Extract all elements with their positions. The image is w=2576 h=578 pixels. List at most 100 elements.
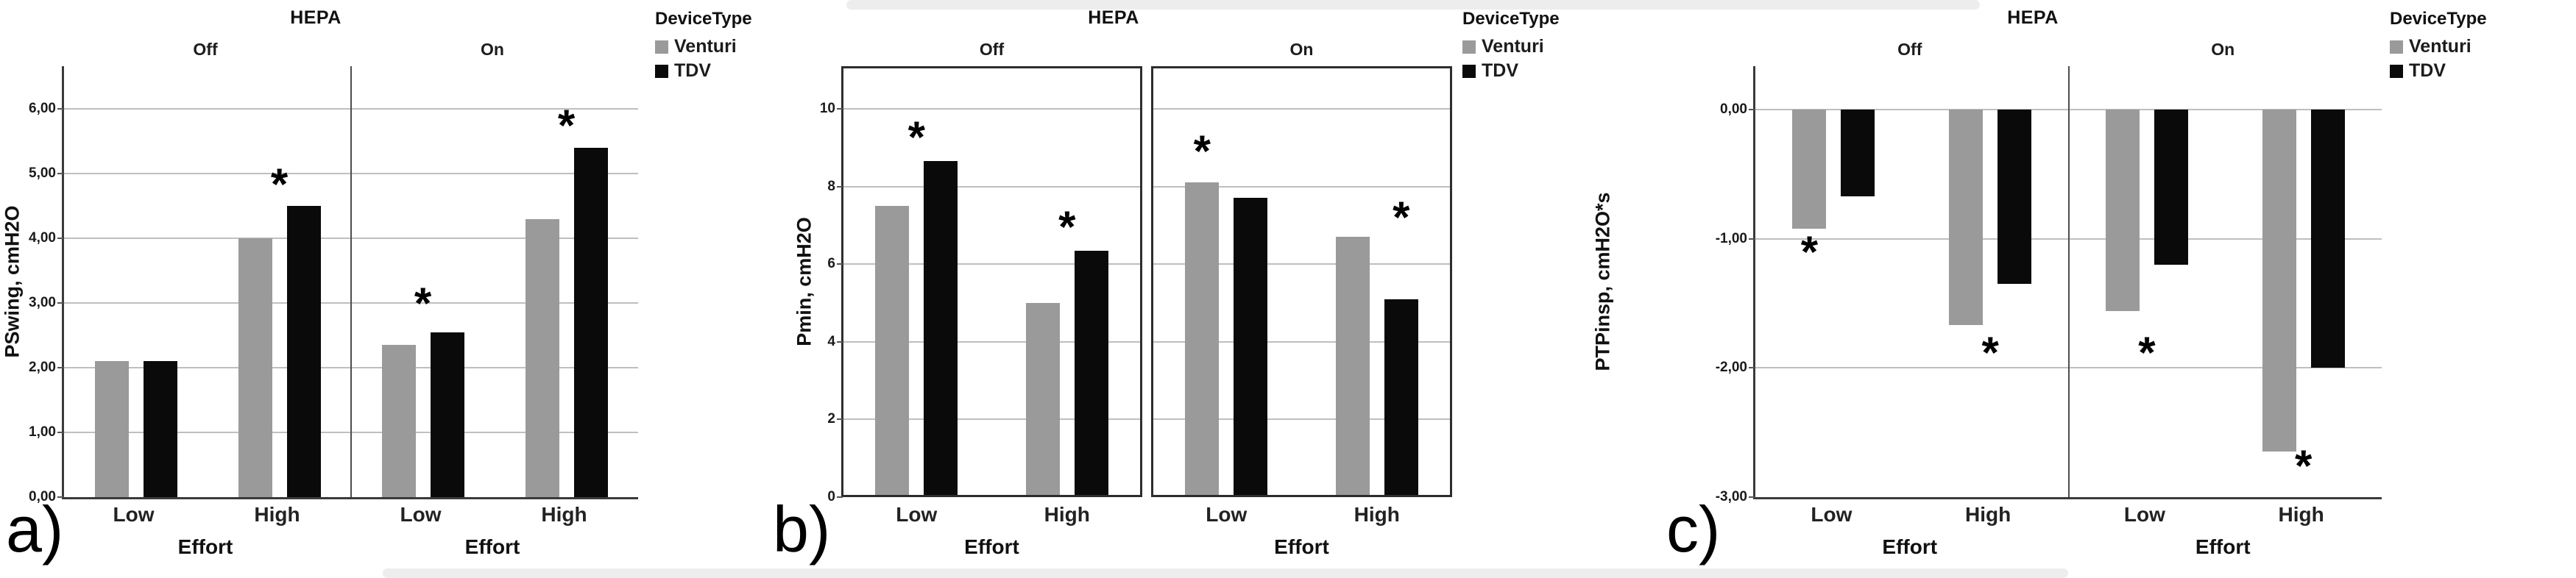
gridline xyxy=(64,238,351,240)
panel-header-on: On xyxy=(2211,40,2235,59)
x-tick-low: Low xyxy=(400,503,442,526)
legend: DeviceType Venturi TDV xyxy=(655,9,752,85)
panel-letter-a: a) xyxy=(6,493,64,565)
y-tick-label: 1,00 xyxy=(29,424,56,440)
legend-item-tdv: TDV xyxy=(655,60,752,82)
y-tick-mark xyxy=(57,173,63,175)
gridline xyxy=(1755,367,2069,369)
y-tick-label: 5,00 xyxy=(29,165,56,182)
legend-title: DeviceType xyxy=(2390,9,2487,29)
legend-item-label: Venturi xyxy=(2409,36,2471,57)
gridline xyxy=(1755,238,2069,240)
panel-off: * * xyxy=(841,66,1142,497)
bar-tdv-on-low xyxy=(2154,109,2188,265)
x-tick-low: Low xyxy=(1206,503,1248,526)
gridline xyxy=(64,108,351,110)
gridline xyxy=(1151,263,1452,265)
y-tick-mark xyxy=(837,263,843,265)
gridline xyxy=(2068,108,2382,110)
x-axis-label: Effort xyxy=(177,535,233,558)
x-tick-low: Low xyxy=(896,503,938,526)
y-tick-mark xyxy=(57,367,63,369)
gridline xyxy=(1151,108,1452,110)
x-tick-low: Low xyxy=(1811,503,1853,526)
gridline xyxy=(1151,340,1452,343)
y-tick-label: 0,00 xyxy=(29,489,56,504)
y-tick-mark xyxy=(57,108,63,110)
y-tick-mark xyxy=(837,108,843,110)
gridline xyxy=(351,108,638,110)
legend: DeviceType Venturi TDV xyxy=(1462,9,1560,85)
x-tick-high: High xyxy=(254,503,300,526)
panel-off: * xyxy=(64,66,351,497)
y-tick-mark xyxy=(57,496,63,498)
y-tick-label: 4 xyxy=(827,333,835,349)
y-tick-label: 10 xyxy=(819,101,835,117)
gridline xyxy=(351,238,638,240)
y-axis-label: Pmin, cmH2O xyxy=(793,217,815,346)
y-tick-label: 0,00 xyxy=(1720,101,1747,117)
bar-tdv-on-low xyxy=(430,332,464,497)
bar-venturi-off-high xyxy=(1025,303,1060,497)
gridline xyxy=(64,367,351,369)
x-axis-label: Effort xyxy=(1882,535,1938,558)
significance-star: * xyxy=(2138,327,2156,377)
significance-star: * xyxy=(2294,441,2313,491)
bar-venturi-off-low xyxy=(94,361,129,497)
x-axis-label: Effort xyxy=(1274,535,1329,558)
y-tick-mark xyxy=(837,340,843,343)
legend-item-label: TDV xyxy=(1482,60,1518,81)
bar-venturi-on-high xyxy=(525,218,559,497)
gridline xyxy=(351,367,638,369)
bar-tdv-off-low xyxy=(924,161,958,497)
legend-item-label: Venturi xyxy=(674,36,737,57)
significance-star: * xyxy=(907,113,925,163)
gridline xyxy=(351,302,638,304)
tdv-swatch-icon xyxy=(1462,64,1476,78)
y-tick-mark xyxy=(57,432,63,433)
bar-tdv-on-high xyxy=(1384,299,1418,497)
gridline xyxy=(2068,367,2382,369)
significance-star: * xyxy=(1058,201,1076,251)
gridline xyxy=(2068,238,2382,240)
gridline xyxy=(1151,418,1452,421)
scan-artifact-strip-top xyxy=(846,0,1980,10)
y-tick-label: -2,00 xyxy=(1715,360,1747,376)
bar-venturi-on-low xyxy=(2105,109,2140,311)
significance-star: * xyxy=(557,101,576,151)
x-axis-label: Effort xyxy=(464,535,520,558)
y-tick-mark xyxy=(837,418,843,421)
tdv-swatch-icon xyxy=(655,64,668,78)
bar-tdv-off-high xyxy=(286,206,321,497)
significance-star: * xyxy=(1193,126,1211,176)
panel-separator xyxy=(2067,66,2070,497)
y-tick-label: -1,00 xyxy=(1715,230,1747,246)
chart-title: HEPA xyxy=(2007,7,2059,28)
chart-title: HEPA xyxy=(1088,7,1139,28)
gridline xyxy=(841,340,1142,343)
legend-item-tdv: TDV xyxy=(1462,60,1560,82)
y-axis-label: PSwing, cmH2O xyxy=(1,205,24,358)
gridline xyxy=(351,432,638,433)
significance-star: * xyxy=(1800,226,1819,276)
x-tick-high: High xyxy=(1965,503,2011,526)
panel-on: * * xyxy=(351,66,638,497)
bar-tdv-off-high xyxy=(1074,250,1108,497)
bar-tdv-off-low xyxy=(1841,109,1875,196)
bar-venturi-off-high xyxy=(1949,109,1984,326)
y-tick-label: 8 xyxy=(827,178,835,194)
legend: DeviceType Venturi TDV xyxy=(2390,9,2487,85)
legend-item-venturi: Venturi xyxy=(1462,36,1560,57)
bar-tdv-on-high xyxy=(573,147,608,497)
y-tick-mark xyxy=(1749,367,1755,369)
chart-title: HEPA xyxy=(290,7,342,28)
significance-star: * xyxy=(1393,192,1410,242)
legend-item-venturi: Venturi xyxy=(655,36,752,57)
gridline xyxy=(841,108,1142,110)
y-tick-mark xyxy=(1749,496,1755,498)
bar-venturi-on-low xyxy=(381,345,416,497)
panel-off: * * xyxy=(1755,66,2069,497)
y-tick-label: 6,00 xyxy=(29,101,56,117)
venturi-swatch-icon xyxy=(655,40,668,54)
